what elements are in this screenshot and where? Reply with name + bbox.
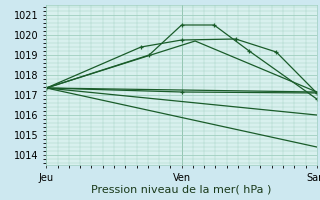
X-axis label: Pression niveau de la mer( hPa ): Pression niveau de la mer( hPa ) (92, 184, 272, 194)
